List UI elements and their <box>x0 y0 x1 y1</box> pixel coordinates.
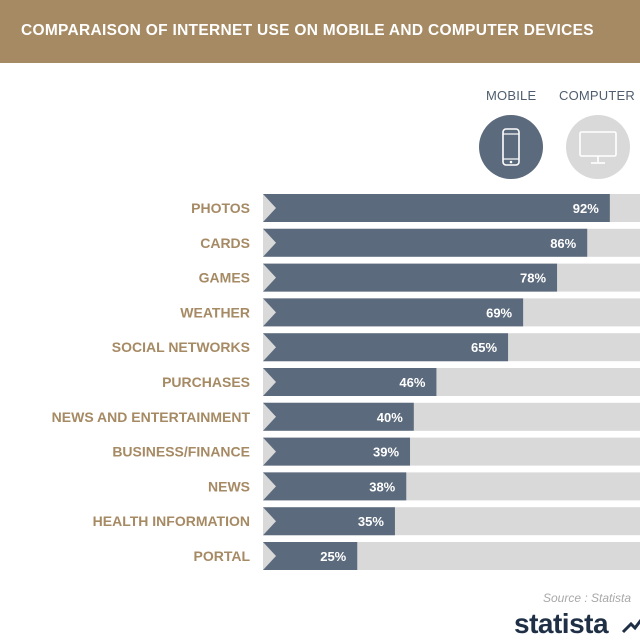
bar-mobile-health-information <box>263 507 395 536</box>
bar-mobile-social-networks <box>263 333 509 362</box>
category-label-social-networks: SOCIAL NETWORKS <box>112 339 250 355</box>
bar-mobile-news-and-entertainment <box>263 402 414 431</box>
monitor-icon <box>579 131 617 164</box>
value-label-news-and-entertainment: 40% <box>377 410 403 425</box>
legend-mobile-swatch <box>479 115 543 179</box>
value-label-news: 38% <box>369 479 395 494</box>
value-label-portal: 25% <box>320 549 346 564</box>
bar-mobile-weather <box>263 298 524 327</box>
category-label-news: NEWS <box>208 478 250 494</box>
bar-mobile-games <box>263 263 558 292</box>
category-label-games: GAMES <box>199 270 250 286</box>
brand-mark-icon <box>621 619 640 634</box>
bar-mobile-purchases <box>263 368 437 396</box>
category-label-health-information: HEALTH INFORMATION <box>93 513 250 529</box>
value-label-weather: 69% <box>486 305 512 320</box>
category-label-portal: PORTAL <box>193 548 250 564</box>
value-label-social-networks: 65% <box>471 340 497 355</box>
value-label-games: 78% <box>520 271 546 286</box>
value-label-purchases: 46% <box>399 375 425 390</box>
brand-logo: statista <box>514 608 609 639</box>
bar-mobile-portal <box>263 542 358 570</box>
bar-mobile-news <box>263 472 407 501</box>
value-label-business-finance: 39% <box>373 445 399 460</box>
legend-computer-label: COMPUTER <box>559 88 635 103</box>
category-label-weather: WEATHER <box>180 304 250 320</box>
value-label-health-information: 35% <box>358 514 384 529</box>
category-label-cards: CARDS <box>200 235 250 251</box>
smartphone-icon <box>502 128 520 166</box>
value-label-photos: 92% <box>573 201 599 216</box>
category-label-purchases: PURCHASES <box>162 374 250 390</box>
category-label-news-and-entertainment: NEWS AND ENTERTAINMENT <box>52 409 251 425</box>
bar-mobile-cards <box>263 228 588 257</box>
bar-mobile-business-finance <box>263 437 411 466</box>
chart-title: COMPARAISON OF INTERNET USE ON MOBILE AN… <box>21 22 594 39</box>
value-label-cards: 86% <box>550 236 576 251</box>
legend-computer-swatch <box>566 115 630 179</box>
source-note: Source : Statista <box>543 591 632 605</box>
category-label-business-finance: BUSINESS/FINANCE <box>112 444 250 460</box>
legend-mobile-label: MOBILE <box>486 88 537 103</box>
bar-mobile-photos <box>263 194 610 222</box>
header-bar: COMPARAISON OF INTERNET USE ON MOBILE AN… <box>0 0 640 63</box>
category-label-photos: PHOTOS <box>191 200 250 216</box>
